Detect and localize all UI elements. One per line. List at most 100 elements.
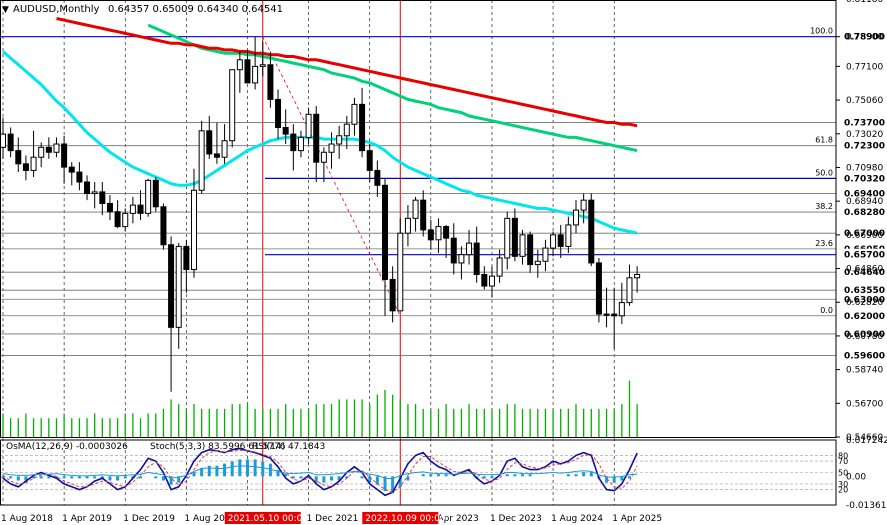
candle-body (129, 204, 136, 214)
candle-body (550, 234, 557, 249)
x-tick-label: 1 Dec 2023 (490, 514, 542, 524)
candle-body (114, 211, 121, 228)
candle-body (267, 64, 274, 100)
y-tick-label: 0.77100 (846, 62, 883, 72)
candle-body (557, 234, 564, 247)
candle-body (160, 206, 167, 246)
candle-body (450, 237, 457, 264)
candle-body (611, 313, 618, 317)
fib-level-label: 38.2 (815, 202, 833, 211)
candle-body (412, 199, 419, 219)
candle-body (634, 273, 641, 279)
price-level-label: 0.65700 (844, 251, 885, 261)
candle-body (198, 130, 205, 191)
candle-body (618, 302, 625, 317)
candle-body (320, 151, 327, 163)
candle-body (76, 171, 83, 183)
fib-level-label: 50.0 (815, 168, 833, 177)
candle-body (527, 234, 534, 266)
candle-body (443, 226, 450, 239)
x-tick-label: 1 Apr 2023 (429, 514, 479, 524)
fib-level-label: 61.8 (815, 136, 833, 145)
candle-body (38, 146, 45, 158)
candle-body (603, 313, 610, 316)
candle-body (588, 199, 595, 264)
candle-body (137, 204, 144, 214)
candle-body (191, 189, 197, 271)
price-level-tag-bg (842, 248, 887, 261)
x-tick-label: 1 Apr 2025 (612, 514, 662, 524)
candle-body (30, 156, 37, 171)
y-tick-label: 0.62820 (846, 298, 883, 308)
price-level-label: 0.73700 (844, 119, 885, 129)
date-marker-tag (224, 512, 301, 524)
candle-body (488, 275, 495, 287)
osma-label: OsMA(12,26,9) -0.0003026 (6, 442, 128, 452)
candle-body (359, 103, 366, 152)
candle-body (351, 103, 358, 125)
candle-body (504, 217, 511, 259)
candle-body (420, 199, 427, 231)
price-level-label: 0.63000 (844, 295, 885, 305)
x-tick-label: 1 Aug 2020 (184, 514, 236, 524)
candle-body (435, 226, 442, 241)
candle-body (152, 179, 159, 208)
candle-body (519, 234, 526, 257)
candle-body (404, 217, 411, 234)
price-level-tag-bg (842, 266, 887, 279)
candle-body (511, 217, 518, 257)
candle-body (542, 247, 549, 262)
osc-level-label: 20 (838, 486, 848, 495)
candle-body (626, 277, 633, 304)
x-tick-label: 1 Apr 2019 (62, 514, 112, 524)
candle-body (282, 126, 289, 135)
fib-level-label: 100.0 (810, 27, 833, 36)
candle-body (343, 123, 350, 137)
y-tick-label: 0.58740 (846, 366, 883, 376)
rsi-line (2, 465, 638, 480)
price-level-label: 0.60900 (844, 330, 885, 340)
price-level-label: 0.64640 (844, 268, 885, 278)
candle-body (221, 140, 228, 158)
price-level-tag-bg (842, 187, 887, 200)
collapse-triangle-icon[interactable]: ▼ (2, 5, 9, 15)
y-tick-label: 0.54660 (846, 433, 883, 443)
candle-body (458, 254, 465, 264)
price-level-label: 0.78900 (844, 33, 885, 43)
candle-body (53, 143, 60, 153)
date-marker-label: 2021.05.10 00:00 (228, 514, 309, 524)
candle-body (206, 130, 213, 155)
stoch-main-line (2, 447, 638, 497)
ma-slow-line (56, 17, 638, 128)
y-tick-label: 0.66900 (846, 231, 883, 241)
candle-body (145, 179, 152, 214)
candle-body (84, 181, 91, 195)
osc-y-tick-label: -0.013615 (846, 501, 887, 511)
osc-level-label: 70 (838, 457, 848, 466)
candle-body (15, 150, 22, 165)
candle-body (580, 199, 587, 211)
y-tick-label: 0.56700 (846, 399, 883, 409)
candle-body (297, 136, 304, 152)
candle-body (374, 169, 381, 186)
ohlc-readout: 0.64357 0.65009 0.64340 0.64541 (108, 4, 283, 15)
candle-body (68, 166, 75, 173)
candle-body (91, 191, 98, 195)
y-tick-label: 0.73020 (846, 130, 883, 140)
ma-fast-line (2, 50, 638, 235)
price-level-label: 0.69400 (844, 190, 885, 200)
price-level-label: 0.59600 (844, 351, 885, 361)
price-level-tag-bg (842, 327, 887, 340)
price-level-tag-bg (842, 349, 887, 362)
y-tick-label: 0.64860 (846, 265, 883, 275)
candle-body (427, 229, 434, 241)
date-marker-label: 2022.10.09 00:00 (365, 514, 446, 524)
candle-body (122, 212, 129, 228)
osc-level-label: 50 (838, 469, 848, 478)
candle-body (0, 133, 6, 148)
osc-y-tick-label: 0.017242 (846, 436, 887, 446)
volume-bars (2, 380, 638, 437)
candle-body (389, 278, 396, 312)
